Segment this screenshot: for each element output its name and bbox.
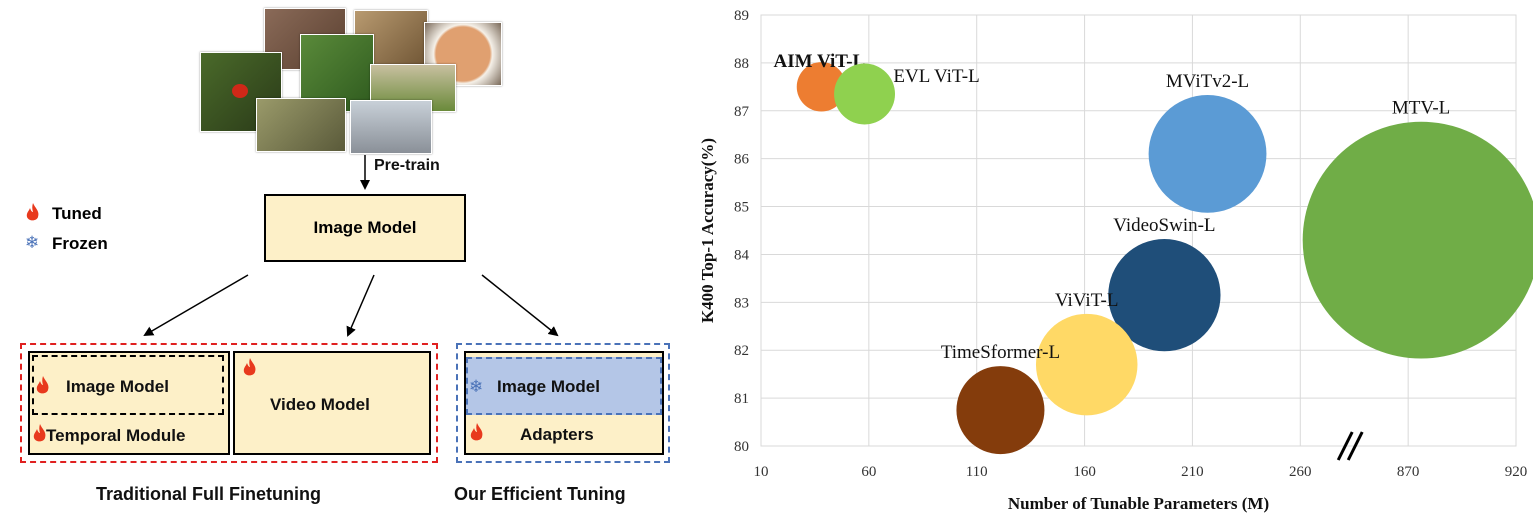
data-point bbox=[1035, 313, 1138, 416]
x-tick-label: 920 bbox=[1505, 464, 1528, 480]
y-tick-label: 80 bbox=[734, 439, 749, 455]
pretrained-image-model-box: Image Model bbox=[264, 194, 466, 262]
x-axis-title: Number of Tunable Parameters (M) bbox=[1008, 494, 1269, 513]
data-point bbox=[956, 366, 1045, 455]
efficient-group-border bbox=[456, 343, 670, 463]
photo-pizza bbox=[424, 22, 502, 86]
efficient-image-model-label: Image Model bbox=[497, 377, 600, 396]
x-tick-label: 260 bbox=[1289, 464, 1312, 480]
x-tick-label: 870 bbox=[1397, 464, 1420, 480]
adapters-label: Adapters bbox=[520, 425, 594, 444]
snowflake-icon: ❄ bbox=[25, 233, 40, 253]
axis-break-mark bbox=[1346, 431, 1364, 461]
temporal-module-label: Temporal Module bbox=[46, 426, 186, 445]
ladybug-mark bbox=[232, 84, 248, 98]
data-point bbox=[834, 63, 896, 125]
x-tick-label: 160 bbox=[1073, 464, 1096, 480]
image-model-label: Image Model bbox=[313, 218, 417, 237]
traditional-group-border bbox=[20, 343, 438, 463]
efficient-caption: Our Efficient Tuning bbox=[454, 484, 626, 504]
data-label: EVL ViT-L bbox=[893, 66, 979, 87]
arrow-to-efficient-image-model bbox=[481, 274, 559, 337]
data-label: TimeSformer-L bbox=[941, 342, 1060, 363]
y-tick-label: 83 bbox=[734, 295, 749, 311]
arrow-to-traditional-image-model bbox=[143, 274, 249, 337]
data-point bbox=[1148, 94, 1267, 213]
flame-icon bbox=[26, 203, 39, 221]
traditional-image-model-label: Image Model bbox=[66, 377, 169, 396]
traditional-caption: Traditional Full Finetuning bbox=[96, 484, 321, 504]
data-label: ViViT-L bbox=[1055, 290, 1119, 311]
diagram-arrows bbox=[143, 155, 559, 337]
legend-frozen: ❄ Frozen bbox=[25, 232, 146, 256]
scatter-chart: 80 81 82 83 84 85 86 87 88 89 10 60 110 160 210 260 870 9… bbox=[698, 8, 1533, 513]
x-tick-label: 10 bbox=[754, 464, 769, 480]
snowflake-icon: ❄ bbox=[469, 377, 484, 397]
photo-police-car bbox=[350, 100, 432, 154]
efficient-image-model-box bbox=[466, 357, 662, 415]
traditional-image-model-box bbox=[32, 355, 224, 415]
x-tick-label: 110 bbox=[966, 464, 988, 480]
data-point bbox=[796, 62, 847, 112]
y-tick-label: 81 bbox=[734, 391, 749, 407]
y-tick-label: 84 bbox=[734, 247, 750, 263]
y-tick-label: 82 bbox=[734, 343, 749, 359]
flame-icon bbox=[36, 376, 49, 394]
y-tick-label: 89 bbox=[734, 8, 749, 24]
data-label: MViTv2-L bbox=[1166, 71, 1249, 92]
data-point bbox=[1108, 239, 1221, 352]
x-tick-label: 60 bbox=[861, 464, 876, 480]
legend-tuned-label: Tuned bbox=[52, 204, 102, 223]
flame-icon bbox=[470, 423, 483, 441]
y-tick-label: 85 bbox=[734, 200, 749, 216]
flame-icon bbox=[33, 424, 46, 442]
data-label: AIM ViT-L bbox=[774, 51, 866, 72]
legend-tuned: Tuned bbox=[26, 202, 146, 226]
y-tick-label: 86 bbox=[734, 152, 750, 168]
axis-break-mark bbox=[1336, 431, 1354, 461]
y-tick-label: 87 bbox=[734, 104, 750, 120]
video-model-label: Video Model bbox=[270, 395, 370, 414]
y-tick-label: 88 bbox=[734, 56, 749, 72]
arrow-to-video-model bbox=[346, 274, 375, 337]
data-label: VideoSwin-L bbox=[1113, 215, 1215, 236]
photo-rabbit bbox=[256, 98, 346, 152]
pretrain-label: Pre-train bbox=[374, 157, 440, 174]
flame-icon bbox=[243, 358, 256, 376]
y-axis-title: K400 Top-1 Accuracy(%) bbox=[698, 138, 717, 323]
data-point bbox=[1302, 121, 1533, 359]
data-label: MTV-L bbox=[1392, 98, 1450, 119]
video-model-box bbox=[233, 351, 431, 455]
traditional-left-box bbox=[28, 351, 230, 455]
x-tick-label: 210 bbox=[1181, 464, 1204, 480]
legend-frozen-label: Frozen bbox=[52, 234, 108, 253]
